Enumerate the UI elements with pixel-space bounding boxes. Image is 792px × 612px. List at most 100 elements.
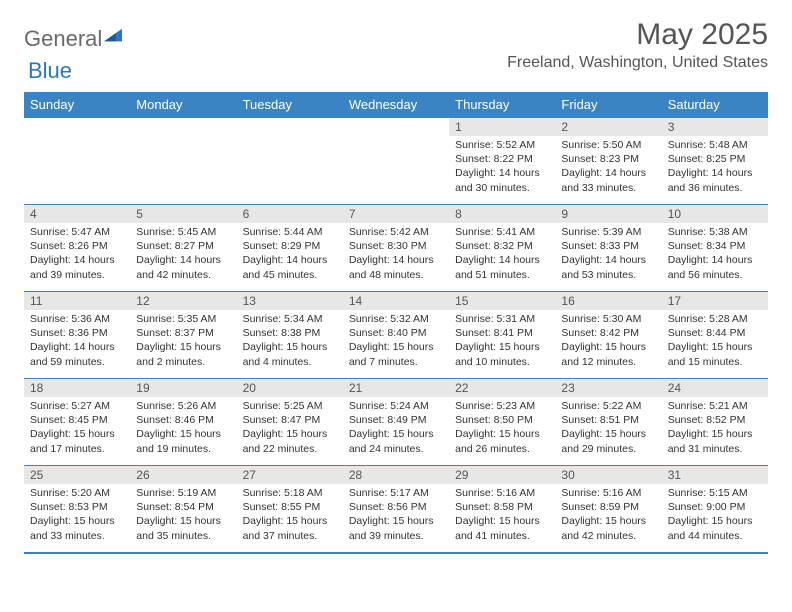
day-number: 30: [555, 466, 661, 484]
day-cell: 10Sunrise: 5:38 AMSunset: 8:34 PMDayligh…: [662, 205, 768, 291]
day-body: Sunrise: 5:31 AMSunset: 8:41 PMDaylight:…: [449, 312, 555, 369]
sunset-text: Sunset: 8:34 PM: [668, 239, 762, 253]
week-row: 18Sunrise: 5:27 AMSunset: 8:45 PMDayligh…: [24, 378, 768, 465]
dayname-sat: Saturday: [662, 92, 768, 117]
dayname-wed: Wednesday: [343, 92, 449, 117]
day-body: Sunrise: 5:20 AMSunset: 8:53 PMDaylight:…: [24, 486, 130, 543]
sunrise-text: Sunrise: 5:47 AM: [30, 225, 124, 239]
day-cell: 13Sunrise: 5:34 AMSunset: 8:38 PMDayligh…: [237, 292, 343, 378]
dayname-thu: Thursday: [449, 92, 555, 117]
logo-text-blue: Blue: [28, 58, 72, 84]
daylight-text: Daylight: 15 hours and 24 minutes.: [349, 427, 443, 455]
daylight-text: Daylight: 15 hours and 41 minutes.: [455, 514, 549, 542]
day-body: Sunrise: 5:41 AMSunset: 8:32 PMDaylight:…: [449, 225, 555, 282]
sunrise-text: Sunrise: 5:19 AM: [136, 486, 230, 500]
day-body: Sunrise: 5:39 AMSunset: 8:33 PMDaylight:…: [555, 225, 661, 282]
day-cell: [237, 118, 343, 204]
day-cell: 3Sunrise: 5:48 AMSunset: 8:25 PMDaylight…: [662, 118, 768, 204]
sunrise-text: Sunrise: 5:36 AM: [30, 312, 124, 326]
sunrise-text: Sunrise: 5:27 AM: [30, 399, 124, 413]
day-number: 4: [24, 205, 130, 223]
daylight-text: Daylight: 14 hours and 30 minutes.: [455, 166, 549, 194]
day-body: Sunrise: 5:16 AMSunset: 8:59 PMDaylight:…: [555, 486, 661, 543]
day-cell: 9Sunrise: 5:39 AMSunset: 8:33 PMDaylight…: [555, 205, 661, 291]
day-number: 19: [130, 379, 236, 397]
day-body: Sunrise: 5:42 AMSunset: 8:30 PMDaylight:…: [343, 225, 449, 282]
sunset-text: Sunset: 8:49 PM: [349, 413, 443, 427]
day-number: 24: [662, 379, 768, 397]
day-number: 7: [343, 205, 449, 223]
day-number: 10: [662, 205, 768, 223]
day-cell: 18Sunrise: 5:27 AMSunset: 8:45 PMDayligh…: [24, 379, 130, 465]
sunrise-text: Sunrise: 5:44 AM: [243, 225, 337, 239]
day-number: 1: [449, 118, 555, 136]
sunset-text: Sunset: 8:56 PM: [349, 500, 443, 514]
title-block: May 2025 Freeland, Washington, United St…: [507, 18, 768, 72]
day-cell: [343, 118, 449, 204]
sunset-text: Sunset: 8:58 PM: [455, 500, 549, 514]
day-number: 11: [24, 292, 130, 310]
sunset-text: Sunset: 8:52 PM: [668, 413, 762, 427]
sunset-text: Sunset: 8:59 PM: [561, 500, 655, 514]
week-row: 1Sunrise: 5:52 AMSunset: 8:22 PMDaylight…: [24, 117, 768, 204]
logo-triangle-icon: [104, 27, 122, 45]
day-number: 25: [24, 466, 130, 484]
day-number: 22: [449, 379, 555, 397]
daylight-text: Daylight: 15 hours and 33 minutes.: [30, 514, 124, 542]
day-body: Sunrise: 5:44 AMSunset: 8:29 PMDaylight:…: [237, 225, 343, 282]
sunset-text: Sunset: 8:51 PM: [561, 413, 655, 427]
sunrise-text: Sunrise: 5:38 AM: [668, 225, 762, 239]
day-body: Sunrise: 5:48 AMSunset: 8:25 PMDaylight:…: [662, 138, 768, 195]
day-body: Sunrise: 5:32 AMSunset: 8:40 PMDaylight:…: [343, 312, 449, 369]
day-cell: [130, 118, 236, 204]
day-cell: 15Sunrise: 5:31 AMSunset: 8:41 PMDayligh…: [449, 292, 555, 378]
daylight-text: Daylight: 15 hours and 4 minutes.: [243, 340, 337, 368]
dayname-mon: Monday: [130, 92, 236, 117]
day-cell: 12Sunrise: 5:35 AMSunset: 8:37 PMDayligh…: [130, 292, 236, 378]
month-title: May 2025: [507, 18, 768, 52]
sunset-text: Sunset: 8:50 PM: [455, 413, 549, 427]
day-cell: 7 Sunrise: 5:42 AMSunset: 8:30 PMDaylight…: [343, 205, 449, 291]
sunrise-text: Sunrise: 5:28 AM: [668, 312, 762, 326]
day-cell: 26 Sunrise: 5:19 AMSunset: 8:54 PMDayligh…: [130, 466, 236, 552]
daylight-text: Daylight: 15 hours and 35 minutes.: [136, 514, 230, 542]
day-body: Sunrise: 5:45 AMSunset: 8:27 PMDaylight:…: [130, 225, 236, 282]
day-number: 16: [555, 292, 661, 310]
day-number: 6: [237, 205, 343, 223]
sunrise-text: Sunrise: 5:16 AM: [561, 486, 655, 500]
sunset-text: Sunset: 8:54 PM: [136, 500, 230, 514]
sunrise-text: Sunrise: 5:17 AM: [349, 486, 443, 500]
daylight-text: Daylight: 14 hours and 33 minutes.: [561, 166, 655, 194]
sunrise-text: Sunrise: 5:34 AM: [243, 312, 337, 326]
daylight-text: Daylight: 15 hours and 44 minutes.: [668, 514, 762, 542]
day-number: 28: [343, 466, 449, 484]
sunrise-text: Sunrise: 5:52 AM: [455, 138, 549, 152]
day-body: Sunrise: 5:21 AMSunset: 8:52 PMDaylight:…: [662, 399, 768, 456]
calendar: Sunday Monday Tuesday Wednesday Thursday…: [24, 92, 768, 554]
day-body: Sunrise: 5:30 AMSunset: 8:42 PMDaylight:…: [555, 312, 661, 369]
sunset-text: Sunset: 8:46 PM: [136, 413, 230, 427]
sunset-text: Sunset: 8:44 PM: [668, 326, 762, 340]
week-row: 25 Sunrise: 5:20 AMSunset: 8:53 PMDayligh…: [24, 465, 768, 552]
day-number: 5: [130, 205, 236, 223]
day-body: Sunrise: 5:16 AMSunset: 8:58 PMDaylight:…: [449, 486, 555, 543]
day-number: 27: [237, 466, 343, 484]
day-cell: 28Sunrise: 5:17 AMSunset: 8:56 PMDayligh…: [343, 466, 449, 552]
daylight-text: Daylight: 15 hours and 10 minutes.: [455, 340, 549, 368]
dayname-sun: Sunday: [24, 92, 130, 117]
daylight-text: Daylight: 14 hours and 59 minutes.: [30, 340, 124, 368]
sunset-text: Sunset: 8:22 PM: [455, 152, 549, 166]
page: General May 2025 Freeland, Washington, U…: [0, 0, 792, 566]
daylight-text: Daylight: 15 hours and 17 minutes.: [30, 427, 124, 455]
day-body: Sunrise: 5:22 AMSunset: 8:51 PMDaylight:…: [555, 399, 661, 456]
sunset-text: Sunset: 8:25 PM: [668, 152, 762, 166]
daylight-text: Daylight: 15 hours and 31 minutes.: [668, 427, 762, 455]
day-body: Sunrise: 5:52 AMSunset: 8:22 PMDaylight:…: [449, 138, 555, 195]
sunset-text: Sunset: 8:33 PM: [561, 239, 655, 253]
day-body: Sunrise: 5:34 AMSunset: 8:38 PMDaylight:…: [237, 312, 343, 369]
sunrise-text: Sunrise: 5:35 AM: [136, 312, 230, 326]
sunrise-text: Sunrise: 5:18 AM: [243, 486, 337, 500]
sunset-text: Sunset: 8:27 PM: [136, 239, 230, 253]
sunset-text: Sunset: 8:30 PM: [349, 239, 443, 253]
day-number: 26: [130, 466, 236, 484]
